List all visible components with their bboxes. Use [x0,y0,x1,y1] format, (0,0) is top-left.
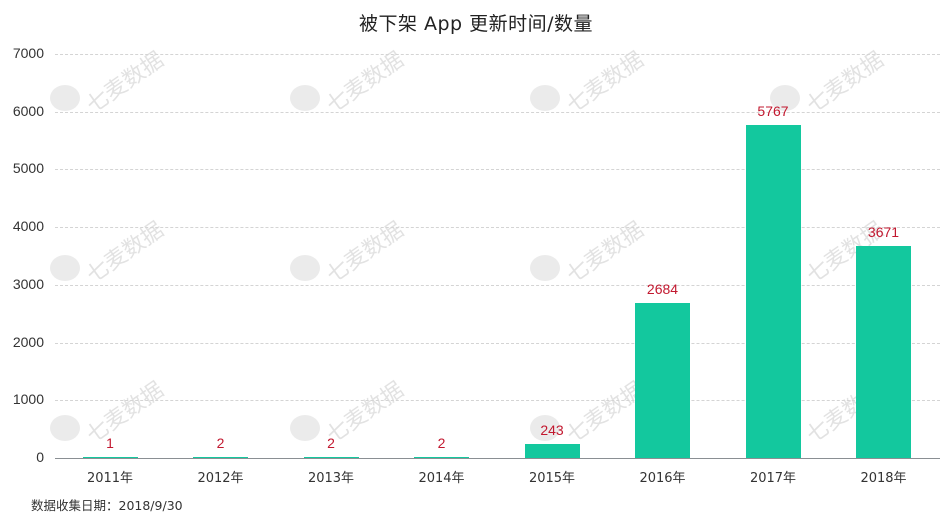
y-tick-label: 2000 [12,333,44,350]
x-tick-label: 2014年 [418,471,465,486]
y-tick-label: 0 [36,449,44,465]
gridline [55,169,940,171]
watermark-text: 七麦数据 [322,217,409,289]
x-tick-label: 2017年 [749,471,797,486]
bar-value-label: 3671 [867,224,900,241]
bar-2014年 [414,456,469,458]
gridline [55,111,940,113]
gridline [55,284,940,286]
y-tick-label: 3000 [12,275,44,292]
watermark-text: 七麦数据 [562,217,649,289]
x-tick-label: 2011年 [86,471,134,486]
watermark-cat-icon [530,85,560,111]
bar-value-label: 2 [216,434,225,451]
y-tick-label: 1000 [12,391,44,408]
watermark-cat-icon [530,255,560,281]
x-tick-label: 2015年 [528,471,576,486]
bar-2013年 [303,456,359,458]
watermark-cat-icon [290,85,320,111]
bar-2018年 [856,246,911,458]
bar-2017年 [745,125,801,458]
bar-2016年 [635,303,690,458]
gridline [55,227,940,229]
bar-value-label: 243 [540,421,564,438]
x-tick-label: 2013年 [307,471,355,486]
y-tick-label: 6000 [12,102,44,119]
x-tick-label: 2016年 [639,471,686,486]
gridline [55,54,940,55]
bar-2011年 [82,456,138,458]
bar-2012年 [193,456,248,458]
watermark-cat-icon [50,85,80,111]
bar-value-label: 2 [327,434,335,451]
bar-2015年 [524,443,580,458]
y-tick-label: 5000 [12,160,44,177]
gridline [55,400,940,402]
x-axis-line [55,458,940,459]
y-tick-label: 7000 [12,45,44,61]
bar-value-label: 2684 [646,281,679,298]
watermark-cat-icon [50,255,80,281]
bar-value-label: 5767 [757,103,789,120]
x-tick-label: 2012年 [197,471,244,486]
x-tick-label: 2018年 [860,471,907,486]
gridline [55,342,940,344]
bar-value-label: 2 [437,434,446,451]
y-tick-label: 4000 [12,218,44,235]
data-collection-date-note: 数据收集日期：2018/9/30 [31,498,183,513]
chart-title: 被下架 App 更新时间/数量 [358,13,594,35]
watermark-cat-icon [290,255,320,281]
watermark-text: 七麦数据 [82,217,169,289]
bar-value-label: 1 [106,434,114,451]
